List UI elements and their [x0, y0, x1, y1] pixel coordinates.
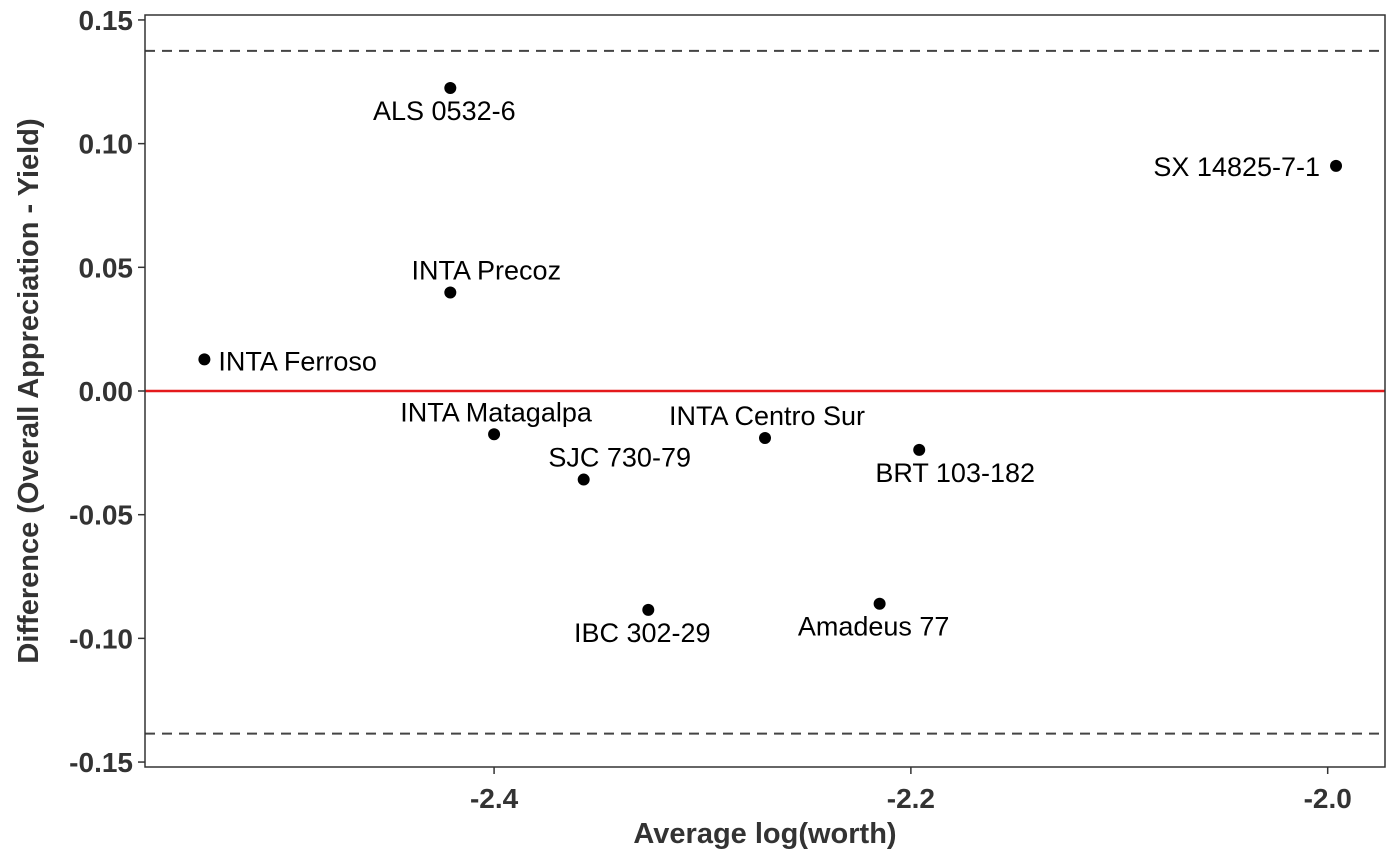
- x-tick-label: -2.0: [1304, 783, 1352, 814]
- x-tick-label: -2.4: [470, 783, 519, 814]
- point-label: ALS 0532-6: [373, 96, 516, 126]
- point-labels: ALS 0532-6 SX 14825-7-1 INTA Precoz INTA Fe…: [218, 96, 1320, 648]
- data-points: [198, 81, 1343, 616]
- data-point: [873, 597, 886, 610]
- point-label: INTA Precoz: [412, 256, 562, 286]
- data-point: [1330, 159, 1343, 172]
- x-axis: -2.4 -2.2 -2.0: [470, 767, 1352, 814]
- data-point: [444, 286, 457, 299]
- data-point: [444, 81, 457, 94]
- point-label: INTA Matagalpa: [400, 397, 593, 427]
- data-point: [642, 603, 655, 616]
- y-tick-label: 0.00: [79, 376, 134, 407]
- reference-lines: [145, 49, 1385, 735]
- data-point: [198, 353, 211, 366]
- point-label: SJC 730-79: [548, 443, 691, 473]
- point-label: IBC 302-29: [574, 618, 711, 648]
- data-point: [759, 432, 771, 444]
- y-tick-label: -0.15: [69, 747, 133, 778]
- x-tick-label: -2.2: [887, 783, 935, 814]
- data-point: [913, 443, 926, 456]
- point-label: SX 14825-7-1: [1153, 152, 1320, 182]
- y-tick-label: 0.05: [79, 252, 134, 283]
- point-label: INTA Ferroso: [218, 346, 377, 376]
- point-label: BRT 103-182: [875, 458, 1035, 488]
- y-axis-title: Difference (Overall Appreciation - Yield…: [13, 118, 45, 663]
- point-label: INTA Centro Sur: [669, 401, 865, 431]
- y-axis: -0.15 -0.10 -0.05 0.00 0.05 0.10 0.15: [69, 5, 145, 778]
- point-label: Amadeus 77: [798, 612, 950, 642]
- y-tick-label: 0.15: [79, 5, 134, 36]
- y-tick-label: -0.05: [69, 500, 133, 531]
- data-point: [488, 428, 501, 441]
- y-tick-label: -0.10: [69, 623, 133, 654]
- x-axis-title: Average log(worth): [633, 818, 896, 850]
- y-tick-label: 0.10: [79, 129, 134, 160]
- data-point: [577, 473, 590, 486]
